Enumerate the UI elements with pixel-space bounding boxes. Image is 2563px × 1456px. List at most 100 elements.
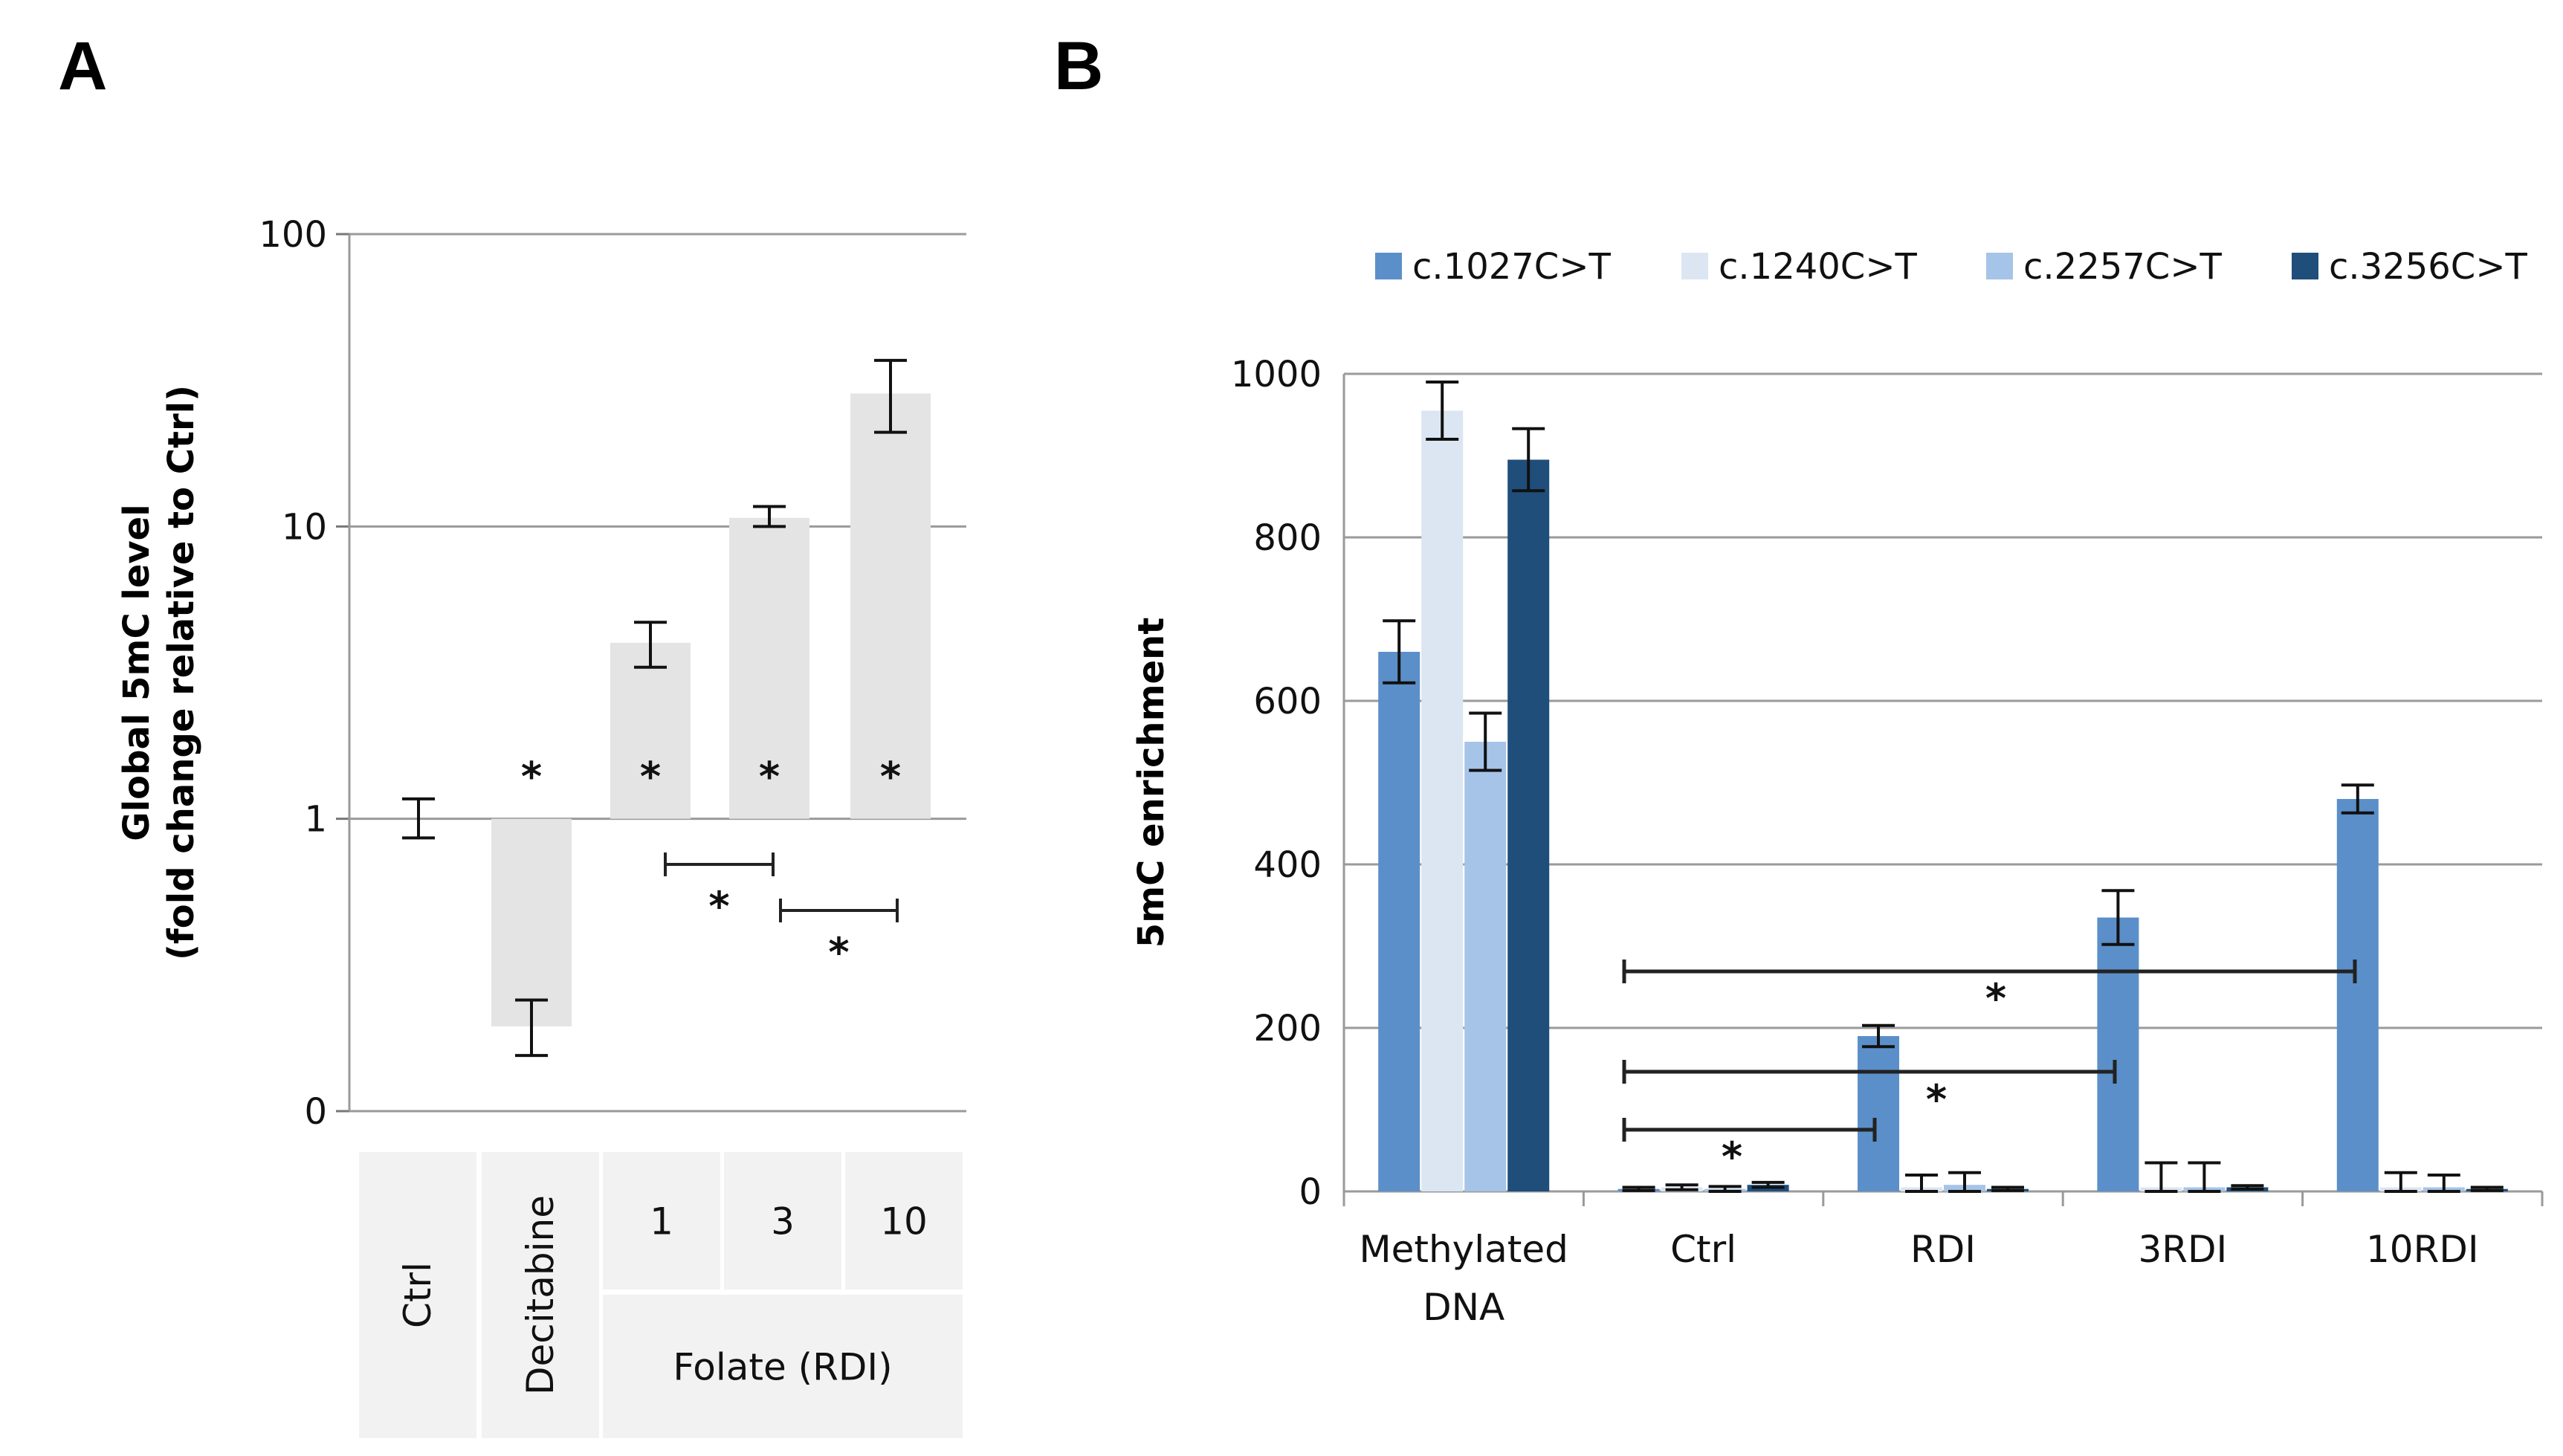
a-cell-3-label: 3 xyxy=(771,1200,795,1243)
b-bar-4-0 xyxy=(2336,799,2379,1191)
a-cell-1: 1 xyxy=(603,1152,720,1290)
b-legend-item-3: c.3256C>T xyxy=(2292,246,2528,288)
b-bar-0-2 xyxy=(1464,742,1507,1191)
a-bar-1 xyxy=(491,818,572,1026)
a-significance-star-4: * xyxy=(880,754,901,800)
b-error-bar-0-0 xyxy=(1383,619,1416,685)
b-legend-label-1: c.1240C>T xyxy=(1719,246,1918,288)
b-error-bar-4-0 xyxy=(2341,783,2374,815)
b-bar-3-0 xyxy=(2097,917,2139,1191)
b-comparison-bracket-0 xyxy=(1622,1118,1877,1142)
a-comparison-bracket-0 xyxy=(664,852,775,876)
b-bar-0-3 xyxy=(1507,459,1550,1191)
b-bar-0-1 xyxy=(1421,410,1464,1191)
b-tick-label-4: 800 xyxy=(1253,517,1322,559)
b-error-bar-0-1 xyxy=(1426,381,1459,441)
b-error-bar-1-2 xyxy=(1708,1185,1742,1193)
a-cell-folate-group-bg xyxy=(603,1295,963,1438)
b-legend-swatch-2 xyxy=(1986,253,2013,279)
a-significance-star-1: * xyxy=(521,754,542,800)
b-y-label: 5mC enrichment xyxy=(1131,618,1172,948)
b-legend-swatch-1 xyxy=(1681,253,1708,279)
a-comparison-star-1: * xyxy=(828,929,849,976)
b-legend-item-2: c.2257C>T xyxy=(1986,246,2223,288)
b-error-bar-4-2 xyxy=(2427,1174,2460,1193)
b-error-bar-1-0 xyxy=(1622,1185,1655,1192)
a-y-label-line1: Global 5mC level xyxy=(116,504,158,841)
b-legend-swatch-3 xyxy=(2292,253,2318,279)
a-cell-3-bg xyxy=(724,1152,841,1290)
b-category-label-1: Ctrl xyxy=(1670,1228,1736,1271)
a-bar-4 xyxy=(850,393,931,819)
a-tick-label-2: 10 xyxy=(282,506,327,548)
a-cell-1-label: 1 xyxy=(650,1200,673,1243)
a-cell-decitabine-bg xyxy=(482,1152,599,1438)
a-significance-star-2: * xyxy=(640,754,661,800)
a-error-bar-3 xyxy=(753,505,786,528)
a-error-bar-0 xyxy=(402,797,435,840)
b-category-label-3: 3RDI xyxy=(2138,1228,2227,1271)
a-comparison-bracket-1 xyxy=(779,899,899,922)
b-tick-label-1: 200 xyxy=(1253,1008,1322,1049)
a-cell-10-bg xyxy=(845,1152,963,1290)
b-comparison-bracket-1 xyxy=(1622,1060,2117,1084)
a-cell-1-bg xyxy=(603,1152,720,1290)
b-error-bar-1-1 xyxy=(1665,1183,1699,1191)
b-legend-label-2: c.2257C>T xyxy=(2023,246,2223,288)
b-comparison-star-0: * xyxy=(1722,1133,1742,1180)
b-category-label-0-line2: DNA xyxy=(1423,1286,1504,1329)
a-cell-decitabine: Decitabine xyxy=(482,1152,599,1438)
b-tick-label-5: 1000 xyxy=(1231,354,1322,395)
a-cell-10: 10 xyxy=(845,1152,963,1290)
a-cell-folate-group-label: Folate (RDI) xyxy=(673,1346,892,1389)
a-tick-label-0: 0 xyxy=(304,1091,327,1133)
a-error-bar-1 xyxy=(515,998,548,1058)
b-tick-label-3: 600 xyxy=(1253,681,1322,722)
a-cell-folate-group: Folate (RDI) xyxy=(603,1295,963,1438)
a-bar-2 xyxy=(610,642,691,819)
b-comparison-bracket-2 xyxy=(1622,960,2357,983)
panel-a-label: A xyxy=(58,28,107,104)
b-error-bar-1-3 xyxy=(1751,1180,1785,1189)
a-error-bar-4 xyxy=(874,358,907,434)
b-tick-label-0: 0 xyxy=(1299,1171,1322,1213)
b-error-bar-2-3 xyxy=(1991,1185,2024,1192)
a-tick-label-3: 100 xyxy=(259,214,327,256)
b-error-bar-3-0 xyxy=(2101,889,2135,946)
b-error-bar-4-3 xyxy=(2470,1185,2504,1192)
chart-b: c.1027C>T c.1240C>T c.2257C>T c.3256C>T 0 200… xyxy=(1131,246,2544,1329)
b-error-bar-0-3 xyxy=(1512,427,1545,493)
b-error-bar-2-1 xyxy=(1905,1174,1938,1193)
b-legend-label-3: c.3256C>T xyxy=(2329,246,2528,288)
b-bar-0-0 xyxy=(1378,652,1421,1191)
a-cell-ctrl: Ctrl xyxy=(359,1152,476,1438)
b-comparison-star-1: * xyxy=(1926,1076,1947,1123)
b-error-bar-2-0 xyxy=(1862,1023,1895,1049)
b-category-label-0-line1: Methylated xyxy=(1359,1228,1568,1271)
a-comparison-star-0: * xyxy=(708,883,729,930)
b-error-bar-0-2 xyxy=(1469,711,1502,772)
a-cell-ctrl-label: Ctrl xyxy=(396,1262,439,1328)
a-y-label: Global 5mC level (fold change relative to… xyxy=(116,385,202,960)
b-comparison-star-2: * xyxy=(1985,975,2006,1022)
chart-a: 0 1 10 100 Global 5mC level (fold change rela… xyxy=(116,214,966,1438)
a-tick-label-1: 1 xyxy=(304,799,327,841)
b-error-bar-3-2 xyxy=(2188,1161,2221,1193)
a-error-bar-2 xyxy=(634,621,667,669)
b-legend-swatch-0 xyxy=(1375,253,1402,279)
b-legend-label-0: c.1027C>T xyxy=(1412,246,1612,288)
b-tick-label-2: 400 xyxy=(1253,844,1322,886)
b-error-bar-3-1 xyxy=(2145,1161,2178,1193)
b-category-label-4: 10RDI xyxy=(2366,1228,2479,1271)
a-significance-star-3: * xyxy=(759,754,780,800)
panel-b-label: B xyxy=(1054,28,1103,104)
b-bar-2-0 xyxy=(1858,1036,1899,1191)
a-cell-ctrl-bg xyxy=(359,1152,476,1438)
b-error-bar-2-2 xyxy=(1948,1171,1981,1193)
b-error-bar-4-1 xyxy=(2384,1171,2417,1193)
b-error-bar-3-3 xyxy=(2231,1184,2264,1191)
a-cell-3: 3 xyxy=(724,1152,841,1290)
a-cell-decitabine-label: Decitabine xyxy=(519,1195,562,1395)
b-legend-item-0: c.1027C>T xyxy=(1375,246,1612,288)
